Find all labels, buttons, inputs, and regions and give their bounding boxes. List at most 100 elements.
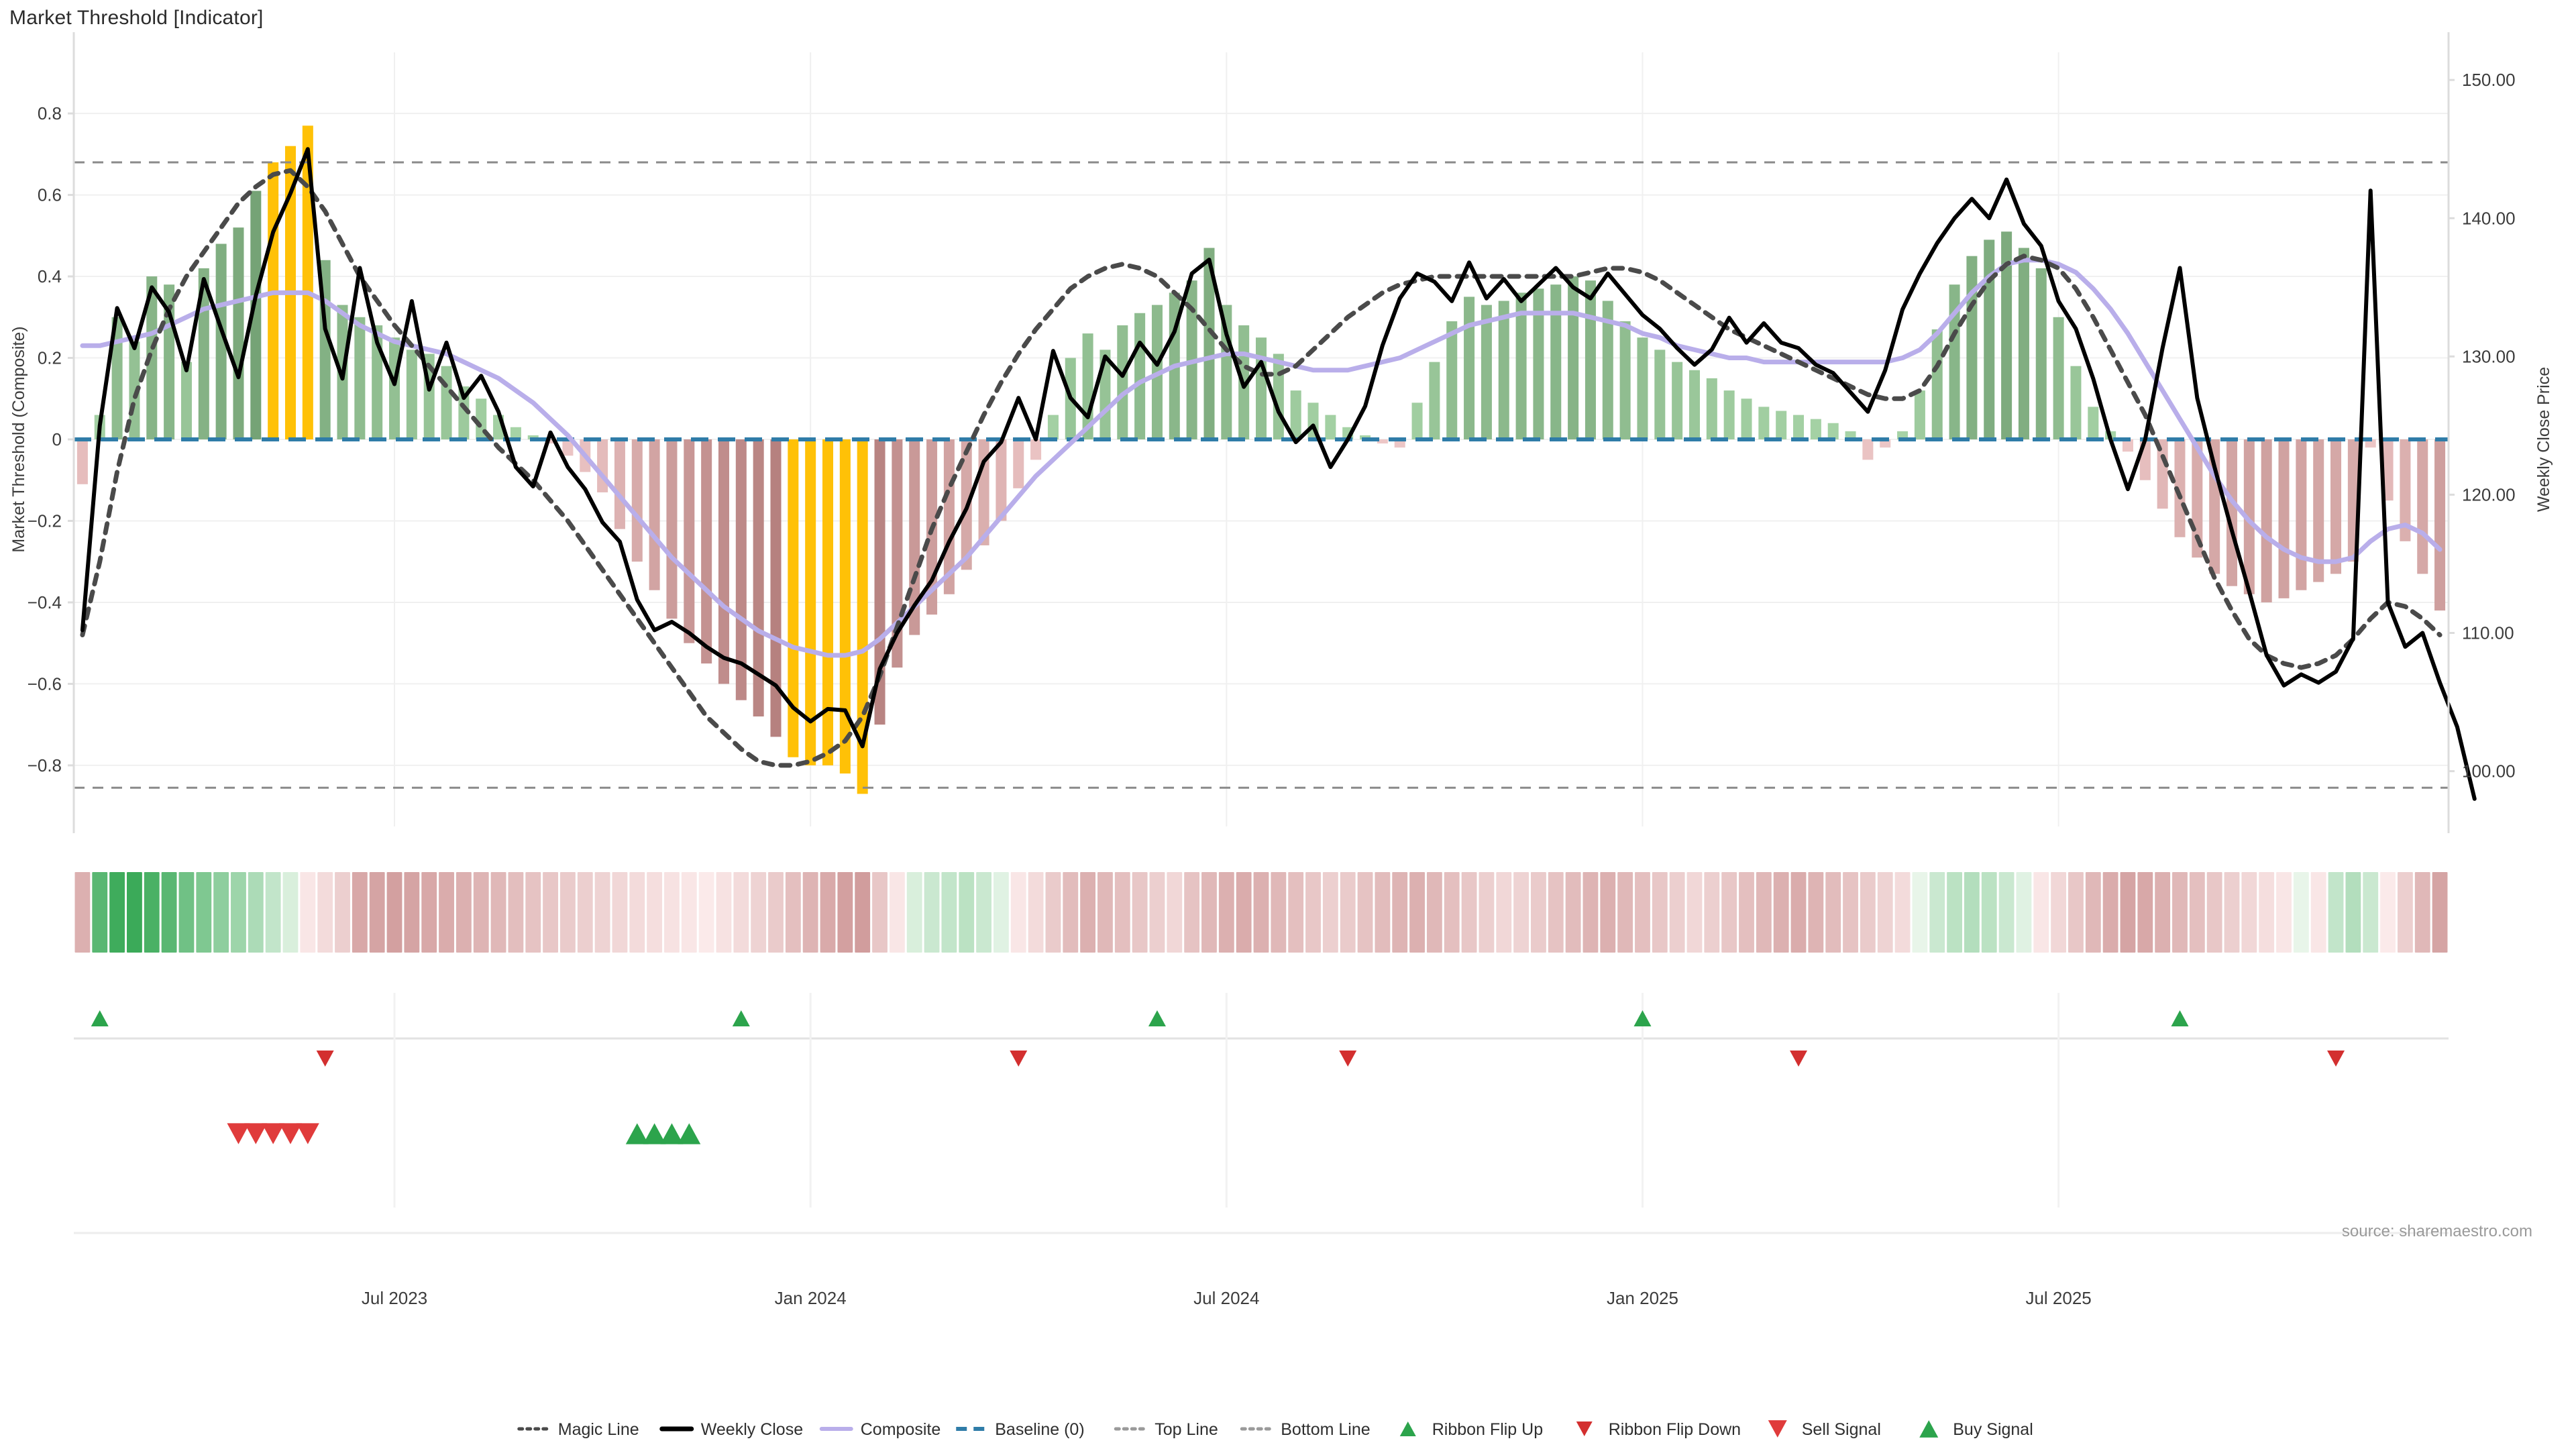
histogram-bar	[476, 398, 487, 439]
histogram-bar	[2296, 439, 2307, 590]
y2-axis-tick-label: 120.00	[2462, 484, 2516, 504]
histogram-bar	[1862, 439, 1874, 460]
legend-item[interactable]: Baseline (0)	[956, 1420, 1085, 1439]
ribbon-cell	[1565, 872, 1581, 953]
ribbon-cell	[1877, 872, 1893, 953]
ribbon-flip-down-marker	[316, 1051, 334, 1067]
ribbon-cell	[317, 872, 333, 953]
ribbon-cell	[1253, 872, 1269, 953]
sell-signal-marker	[244, 1123, 268, 1144]
ribbon-cell	[1998, 872, 2015, 953]
histogram-bar	[1377, 439, 1388, 444]
source-attribution: source: sharemaestro.com	[2342, 1222, 2532, 1240]
ribbon-cell	[1409, 872, 1425, 953]
ribbon-cell	[2310, 872, 2326, 953]
buy-signal-marker	[643, 1123, 666, 1144]
magic-line-series	[80, 168, 2443, 768]
ribbon-cell	[127, 872, 142, 953]
ribbon-cell	[1305, 872, 1321, 953]
histogram-bar	[1914, 390, 1925, 439]
legend-item[interactable]: Bottom Line	[1240, 1420, 1371, 1439]
buy-signal-marker	[660, 1123, 684, 1144]
histogram-bar	[1013, 439, 1024, 488]
legend-item[interactable]: Top Line	[1114, 1420, 1218, 1439]
ribbon-cell	[1461, 872, 1477, 953]
histogram-bar	[2122, 439, 2133, 452]
histogram-bar	[510, 427, 521, 439]
composite-series	[80, 258, 2443, 658]
ribbon-cell	[1167, 872, 1183, 953]
x-axis-tick-label: Jul 2023	[362, 1288, 427, 1308]
y-axis-tick-label: −0.6	[28, 674, 62, 694]
ribbon-strip	[74, 872, 2448, 953]
legend-item[interactable]: Magic Line	[517, 1420, 639, 1439]
ribbon-cell	[681, 872, 697, 953]
legend-item[interactable]: Sell Signal	[1768, 1420, 1881, 1439]
ribbon-cell	[386, 872, 402, 953]
ribbon-cell	[647, 872, 663, 953]
histogram-bar	[1585, 280, 1596, 439]
histogram-bar	[1255, 337, 1267, 439]
ribbon-cell	[2155, 872, 2171, 953]
histogram-bar	[1688, 370, 1700, 439]
histogram-bar	[1793, 415, 1805, 439]
legend-item[interactable]: Ribbon Flip Down	[1576, 1420, 1741, 1439]
y-axis-tick-label: 0.6	[38, 185, 62, 205]
y-axis-title: Market Threshold (Composite)	[9, 326, 28, 552]
page-title: Market Threshold [Indicator]	[9, 7, 264, 29]
legend-item[interactable]: Ribbon Flip Up	[1399, 1420, 1543, 1439]
composite-line	[80, 258, 2443, 658]
ribbon-cell	[335, 872, 350, 953]
histogram-bar	[1568, 276, 1579, 439]
ribbon-cell	[1426, 872, 1442, 953]
histogram-bars-group	[76, 125, 2446, 794]
histogram-bar	[1931, 329, 1943, 439]
ribbon-cell	[2328, 872, 2344, 953]
ribbon-cell	[560, 872, 576, 953]
ribbon-cell	[594, 872, 610, 953]
ribbon-cell	[2051, 872, 2067, 953]
ribbon-cell	[1340, 872, 1356, 953]
legend-triangle-up-icon	[1919, 1420, 1939, 1438]
ribbon-cell	[2033, 872, 2049, 953]
ribbon-cell	[74, 872, 91, 953]
ribbon-cell	[213, 872, 229, 953]
ribbon-cell	[2363, 872, 2379, 953]
legend-label: Weekly Close	[701, 1420, 803, 1439]
ribbon-cell	[265, 872, 281, 953]
legend-item[interactable]: Composite	[819, 1420, 941, 1439]
ribbon-cell	[698, 872, 714, 953]
y2-axis-tick-label: 100.00	[2462, 761, 2516, 782]
ribbon-cell	[959, 872, 975, 953]
ribbon-cell	[1028, 872, 1044, 953]
ribbon-cell	[300, 872, 316, 953]
ribbon-flip-down-marker	[2327, 1051, 2345, 1067]
ribbon-cell	[1894, 872, 1911, 953]
histogram-bar	[2053, 317, 2064, 439]
legend-triangle-up-icon	[1399, 1421, 1416, 1437]
y-axis-tick-label: −0.8	[28, 755, 62, 775]
histogram-bar	[1550, 284, 1562, 439]
histogram-bar	[562, 439, 574, 456]
sell-signal-marker	[296, 1123, 319, 1144]
ribbon-cell	[508, 872, 524, 953]
histogram-bar	[1984, 239, 1995, 439]
ribbon-cell	[716, 872, 732, 953]
histogram-bar	[1429, 362, 1440, 439]
histogram-bar	[996, 439, 1007, 521]
ribbon-cell	[1097, 872, 1113, 953]
ribbon-cell	[282, 872, 299, 953]
y2-axis-tick-label: 150.00	[2462, 70, 2516, 90]
histogram-bar	[1047, 415, 1059, 439]
histogram-bar	[614, 439, 625, 529]
histogram-bar	[2226, 439, 2238, 586]
x-axis-tick-label: Jan 2025	[1607, 1288, 1678, 1308]
y-axis-tick-label: 0	[52, 429, 62, 449]
histogram-bar	[1619, 321, 1631, 439]
histogram-bar	[718, 439, 729, 684]
ribbon-cell	[837, 872, 853, 953]
histogram-bar	[111, 317, 123, 439]
legend-item[interactable]: Weekly Close	[659, 1420, 803, 1439]
legend-item[interactable]: Buy Signal	[1919, 1420, 2033, 1439]
ribbon-cell	[144, 872, 160, 953]
